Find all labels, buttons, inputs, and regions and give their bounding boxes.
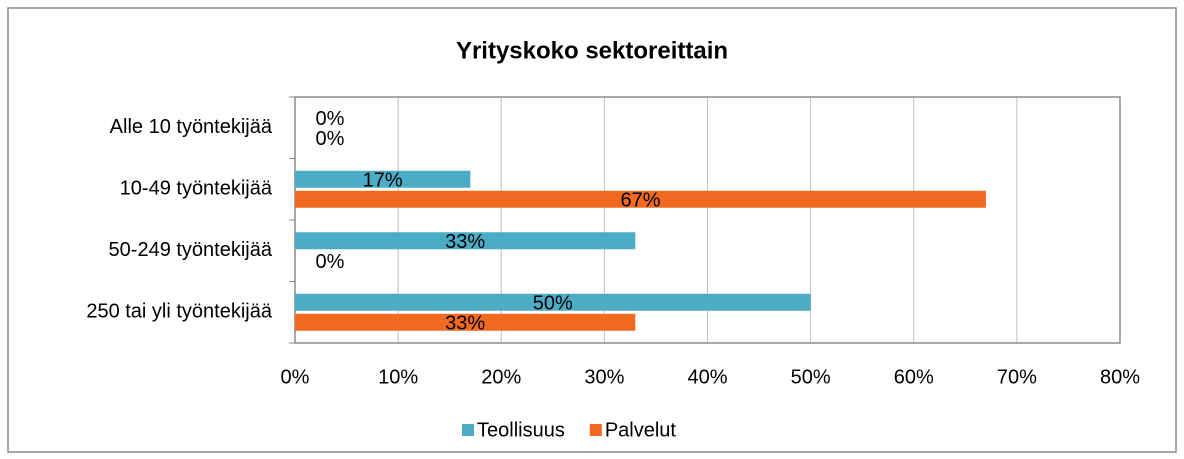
legend-swatch xyxy=(462,424,474,436)
bar xyxy=(295,190,986,208)
value-label: 0% xyxy=(316,128,345,150)
x-tick-label: 0% xyxy=(281,366,310,388)
bar xyxy=(295,232,636,250)
x-tick-label: 80% xyxy=(1100,366,1140,388)
x-tick-label: 70% xyxy=(997,366,1037,388)
bar xyxy=(295,313,636,331)
x-tick-label: 30% xyxy=(584,366,624,388)
y-tick-label: Alle 10 työntekijää xyxy=(110,116,273,138)
value-label: 67% xyxy=(620,190,660,212)
bar xyxy=(295,293,811,311)
chart-title: Yrityskoko sektoreittain xyxy=(456,37,728,64)
y-tick-label: 10-49 työntekijää xyxy=(120,178,273,200)
y-tick-label: 250 tai yli työntekijää xyxy=(86,301,273,323)
y-tick-label: 50-249 työntekijää xyxy=(109,239,273,261)
value-label: 17% xyxy=(363,170,403,192)
legend-label: Palvelut xyxy=(605,419,677,441)
bar xyxy=(295,170,471,188)
value-label: 0% xyxy=(316,251,345,273)
legend-swatch xyxy=(589,424,602,436)
value-label: 0% xyxy=(316,108,345,130)
x-tick-label: 60% xyxy=(894,366,934,388)
value-label: 50% xyxy=(533,293,573,315)
value-label: 33% xyxy=(445,313,485,335)
x-tick-label: 10% xyxy=(378,366,418,388)
legend-label: Teollisuus xyxy=(477,419,565,441)
value-label: 33% xyxy=(445,231,485,253)
x-tick-label: 50% xyxy=(791,366,831,388)
x-tick-label: 40% xyxy=(687,366,727,388)
x-tick-label: 20% xyxy=(481,366,521,388)
chart-border xyxy=(7,7,1177,453)
